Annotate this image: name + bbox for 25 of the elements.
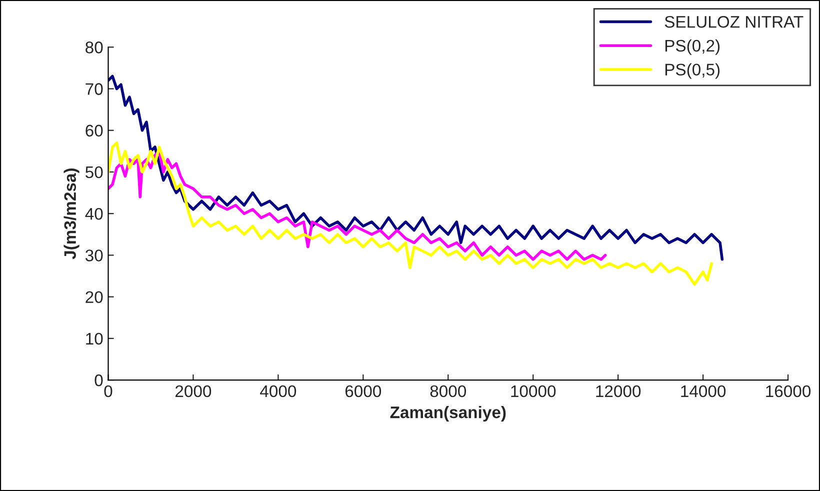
- x-tick-label: 12000: [596, 385, 641, 398]
- x-tick-label: 8000: [430, 385, 466, 398]
- x-tick-label: 14000: [681, 385, 726, 398]
- legend-label: SELULOZ NITRAT: [664, 16, 804, 28]
- y-tick-label: 30: [85, 250, 103, 262]
- y-tick-label: 20: [86, 291, 103, 304]
- x-tick-label: 4000: [260, 385, 296, 398]
- line-series: [108, 150, 607, 261]
- x-tick-label: 6000: [345, 385, 382, 398]
- y-tick-label: 10: [86, 332, 103, 345]
- x-tick-label: 2000: [176, 385, 212, 398]
- x-axis-title: Zaman(saniye): [390, 406, 506, 422]
- y-tick-label: 0: [94, 374, 103, 386]
- x-tick-label: 10000: [511, 385, 556, 398]
- y-tick-label: 40: [85, 208, 103, 220]
- x-tick-label: 0: [104, 385, 112, 398]
- legend-label: PS(0,2): [665, 39, 720, 55]
- y-axis-title: J(m3/m2sa): [64, 168, 80, 260]
- line-series: [108, 141, 713, 286]
- y-tick-label: 70: [86, 83, 103, 95]
- y-tick-label: 50: [86, 166, 103, 178]
- y-tick-label: 60: [86, 124, 103, 137]
- y-tick-label: 80: [86, 42, 103, 54]
- x-tick-label: 16000: [766, 385, 811, 398]
- legend-label: PS(0,5): [665, 63, 720, 79]
